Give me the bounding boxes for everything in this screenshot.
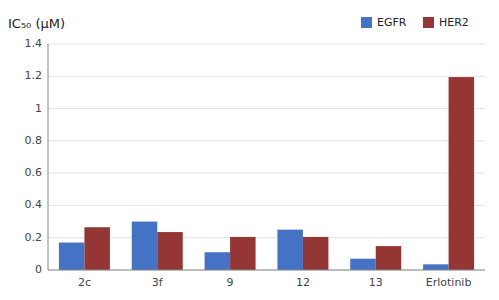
bars (59, 77, 474, 270)
legend: EGFR HER2 (361, 16, 469, 29)
bar (449, 77, 474, 270)
bar (59, 243, 84, 270)
bar (376, 246, 401, 270)
x-tick-label: 13 (369, 276, 383, 289)
x-tick-label: 12 (296, 276, 310, 289)
y-tick-label: 1 (35, 102, 42, 115)
chart: 0 0.2 0.4 0.6 0.8 1 1.2 1.4 2c 3f 9 12 13 Erlotinib IC… (0, 0, 499, 300)
y-tick-label: 1.2 (25, 69, 43, 82)
grid-line (48, 205, 485, 206)
legend-swatch (423, 17, 434, 28)
bar (157, 232, 182, 270)
grid-line (48, 237, 485, 238)
y-axis-label: IC₅₀ (μM) (8, 16, 65, 31)
y-tick-label: 0.2 (25, 231, 43, 244)
y-tick-label: 0 (35, 263, 42, 276)
grid-line (48, 270, 485, 271)
legend-swatch (361, 17, 372, 28)
x-tick-label: 3f (152, 276, 164, 289)
bar (277, 230, 302, 270)
legend-label: HER2 (439, 16, 469, 29)
y-tick-label: 1.4 (25, 37, 43, 50)
bar (132, 222, 157, 270)
grid-line (48, 173, 485, 174)
bar (84, 227, 109, 270)
grid (48, 44, 485, 270)
bar (423, 264, 448, 270)
y-tick-label: 0.8 (25, 134, 43, 147)
x-axis-line (48, 270, 485, 271)
x-tick-label: 2c (78, 276, 91, 289)
y-tick-label: 0.4 (25, 198, 43, 211)
legend-label: EGFR (377, 16, 407, 29)
grid-line (48, 108, 485, 109)
grid-line (48, 76, 485, 77)
x-tick-label: Erlotinib (426, 276, 472, 289)
x-tick-label: 9 (227, 276, 234, 289)
bar (303, 237, 328, 270)
bar (205, 252, 230, 270)
grid-line (48, 44, 485, 45)
bar (230, 237, 255, 270)
y-tick-label: 0.6 (25, 166, 43, 179)
y-axis-line (48, 44, 49, 270)
bar (350, 259, 375, 270)
grid-line (48, 140, 485, 141)
